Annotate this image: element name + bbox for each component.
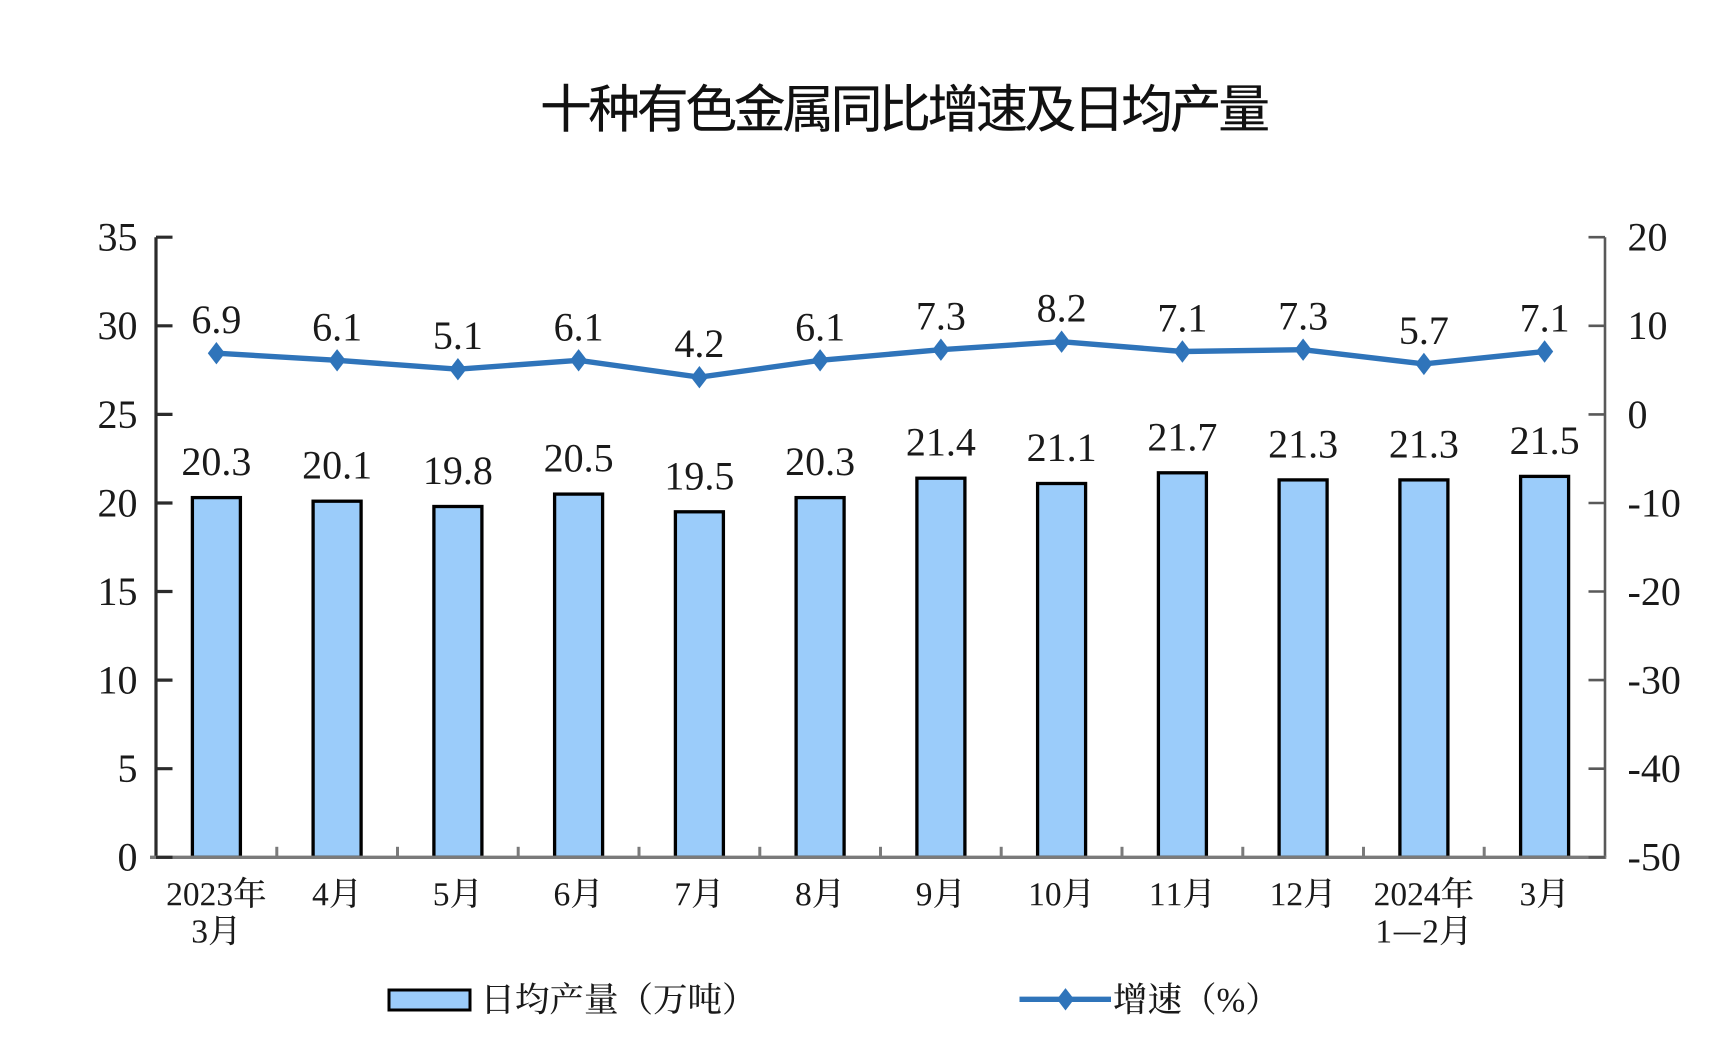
svg-text:21.3: 21.3: [1389, 421, 1459, 466]
svg-text:6.1: 6.1: [554, 304, 604, 349]
svg-text:21.4: 21.4: [906, 420, 976, 465]
svg-text:21.7: 21.7: [1147, 414, 1217, 459]
svg-text:5.1: 5.1: [433, 313, 483, 358]
svg-text:8.2: 8.2: [1037, 286, 1087, 331]
svg-text:-40: -40: [1628, 746, 1681, 791]
svg-text:0: 0: [1628, 392, 1648, 437]
svg-text:0: 0: [118, 835, 138, 880]
svg-text:19.5: 19.5: [664, 453, 734, 498]
svg-text:-10: -10: [1628, 480, 1681, 525]
svg-text:20.3: 20.3: [181, 439, 251, 484]
svg-text:5: 5: [118, 746, 138, 791]
svg-text:7.1: 7.1: [1520, 296, 1570, 341]
svg-text:20.5: 20.5: [544, 436, 614, 481]
svg-text:25: 25: [98, 392, 138, 437]
svg-text:10: 10: [98, 658, 138, 703]
svg-text:21.3: 21.3: [1268, 421, 1338, 466]
svg-text:21.1: 21.1: [1027, 425, 1097, 470]
svg-text:-30: -30: [1628, 658, 1681, 703]
svg-text:19.8: 19.8: [423, 448, 493, 493]
svg-text:21.5: 21.5: [1510, 418, 1580, 463]
svg-text:4.2: 4.2: [674, 321, 724, 366]
svg-text:7.3: 7.3: [1278, 294, 1328, 339]
svg-text:20.3: 20.3: [785, 439, 855, 484]
svg-text:-20: -20: [1628, 569, 1681, 614]
svg-text:35: 35: [98, 215, 138, 260]
svg-text:7.3: 7.3: [916, 294, 966, 339]
svg-text:-50: -50: [1628, 835, 1681, 880]
svg-text:30: 30: [98, 303, 138, 348]
svg-text:20: 20: [98, 480, 138, 525]
svg-text:15: 15: [98, 569, 138, 614]
svg-text:7.1: 7.1: [1157, 296, 1207, 341]
svg-text:5.7: 5.7: [1399, 308, 1449, 353]
svg-text:10: 10: [1628, 303, 1668, 348]
svg-text:6.1: 6.1: [312, 304, 362, 349]
svg-text:6.1: 6.1: [795, 304, 845, 349]
svg-text:6.9: 6.9: [191, 297, 241, 342]
svg-text:20.1: 20.1: [302, 443, 372, 488]
svg-text:20: 20: [1628, 215, 1668, 260]
